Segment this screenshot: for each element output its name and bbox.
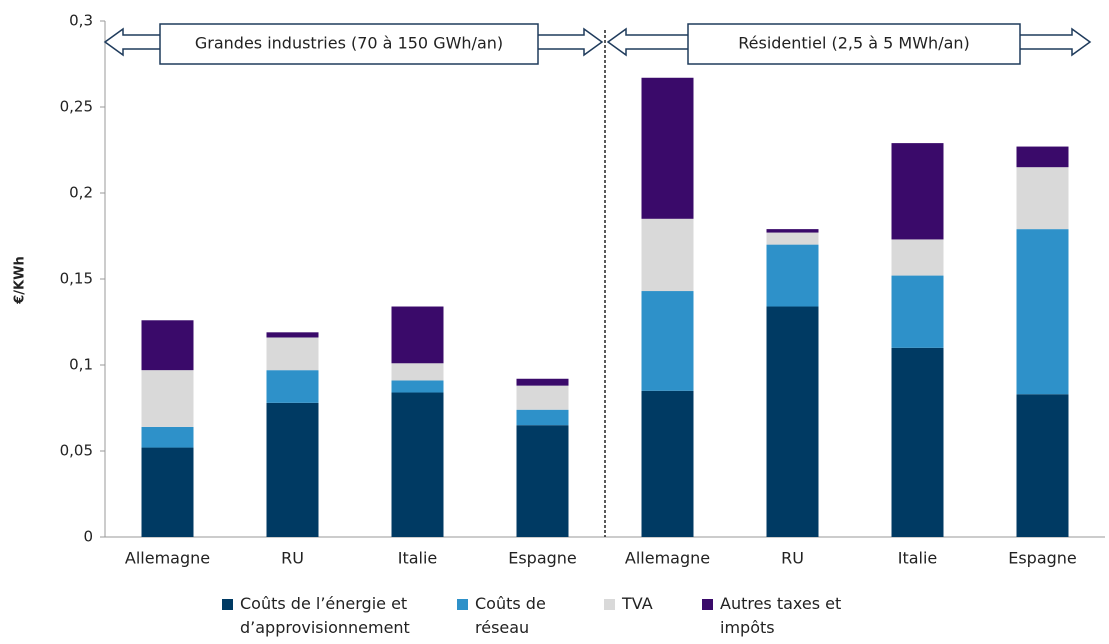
annotation: Résidentiel (2,5 à 5 MWh/an): [738, 34, 970, 53]
legend-swatch: [702, 599, 713, 610]
legend-swatch: [457, 599, 468, 610]
bar-segment: [641, 218, 694, 292]
x-tick-label: Espagne: [1008, 549, 1077, 568]
bar-segment: [1016, 146, 1069, 168]
bar-segment: [391, 380, 444, 393]
y-tick-label: 0,3: [69, 12, 93, 30]
x-tick-label: Italie: [398, 549, 438, 568]
bar-segment: [391, 306, 444, 364]
bar-segment: [641, 77, 694, 219]
y-tick-label: 0: [83, 528, 93, 546]
legend-swatch: [222, 599, 233, 610]
bar-segment: [141, 447, 194, 537]
x-tick-label: Espagne: [508, 549, 577, 568]
y-tick-label: 0,25: [60, 98, 93, 116]
legend-item: Coûts de réseau: [457, 592, 585, 640]
bar-segment: [891, 239, 944, 276]
bar-segment: [891, 143, 944, 240]
bar-segment: [391, 363, 444, 381]
bar-segment: [141, 320, 194, 371]
bar-segment: [766, 244, 819, 307]
x-tick-label: Allemagne: [625, 549, 710, 568]
bar-segment: [1016, 167, 1069, 230]
legend-swatch: [604, 599, 615, 610]
y-tick-label: 0,15: [60, 270, 93, 288]
legend-item: TVA: [604, 592, 682, 616]
bar-segment: [1016, 229, 1069, 395]
bar-segment: [891, 275, 944, 348]
x-tick-label: RU: [781, 549, 804, 568]
bar-segment: [766, 232, 819, 245]
bar-segment: [641, 390, 694, 537]
bar-segment: [641, 291, 694, 391]
legend-label: Autres taxes et impôts: [720, 594, 842, 637]
y-tick-label: 0,05: [60, 442, 93, 460]
legend-label: TVA: [622, 594, 653, 613]
bar-segment: [766, 306, 819, 537]
x-tick-label: Italie: [898, 549, 938, 568]
bar-segment: [266, 332, 319, 338]
bar-segment: [516, 425, 569, 537]
bar-segment: [266, 370, 319, 403]
bar-segment: [391, 392, 444, 537]
bar-segment: [1016, 394, 1069, 537]
bar-segment: [516, 378, 569, 386]
annotation: Grandes industries (70 à 150 GWh/an): [195, 34, 503, 53]
legend-item: Coûts de l’énergie et d’approvisionnemen…: [222, 592, 435, 640]
y-tick-label: 0,2: [69, 184, 93, 202]
bar-segment: [266, 337, 319, 371]
legend-label: Coûts de réseau: [475, 594, 546, 637]
bar-segment: [766, 229, 819, 233]
bar-segment: [516, 409, 569, 426]
legend-label: Coûts de l’énergie et d’approvisionnemen…: [240, 594, 410, 637]
bar-segment: [266, 402, 319, 537]
annotation-box: [687, 23, 1021, 65]
bar-segment: [141, 370, 194, 427]
x-tick-label: Allemagne: [125, 549, 210, 568]
bar-segment: [516, 385, 569, 410]
annotation-box: [159, 23, 539, 65]
x-tick-label: RU: [281, 549, 304, 568]
bar-segment: [891, 347, 944, 537]
y-axis-label: €/KWh: [13, 256, 28, 304]
bar-segment: [141, 426, 194, 448]
legend-item: Autres taxes et impôts: [702, 592, 860, 640]
y-tick-label: 0,1: [69, 356, 93, 374]
